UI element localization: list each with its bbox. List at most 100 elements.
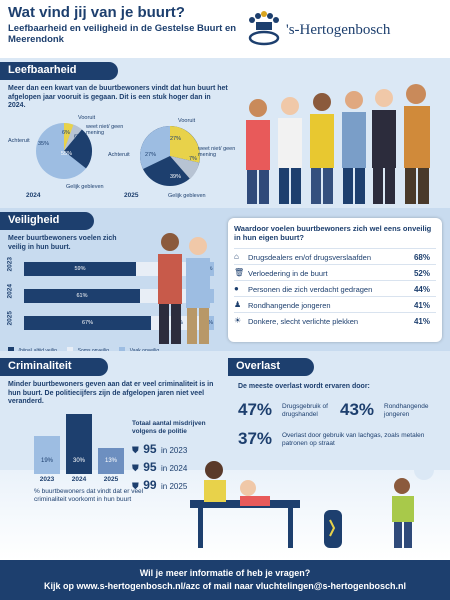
- police-label: in 2023: [161, 446, 188, 455]
- pie-2025-vooruit: [170, 126, 200, 163]
- pie-2025-achteruit: [140, 126, 170, 169]
- veilig-year-2024: 2024: [6, 284, 14, 299]
- crime-year-2023: 2023: [39, 476, 55, 483]
- police-label: in 2025: [161, 482, 188, 491]
- pie-2025-gelijk-label: Gelijk gebleven: [168, 193, 206, 199]
- police-title: Totaal aantal misdrijven volgens de poli…: [132, 420, 206, 435]
- veilig-2025-a: 67%: [24, 316, 151, 330]
- pie-2024-vooruit: [64, 123, 74, 151]
- crime-bar-2024: 30%: [66, 414, 92, 474]
- legend-swatch-a: [8, 347, 14, 352]
- police-row-2025: ⛊ 99 in 2025: [132, 476, 187, 494]
- reason-label: Personen die zich verdacht gedragen: [248, 285, 373, 294]
- overlast-label-2: Rondhangende jongeren: [384, 403, 429, 418]
- overlast-pct-3: 37%: [238, 429, 273, 448]
- pie-2024-vooruit-value: 6%: [62, 130, 70, 136]
- footer-line-2[interactable]: Kijk op www.s-hertogenbosch.nl/azc of ma…: [44, 581, 406, 591]
- veilig-year-2023: 2023: [6, 257, 14, 272]
- header: Wat vind jij van je buurt? Leefbaarheid …: [0, 0, 450, 58]
- crime-pct-2023: 19%: [40, 458, 53, 464]
- police-num: 95: [143, 460, 157, 474]
- pie-2025-vooruit-value: 27%: [170, 136, 182, 142]
- veiligheid-intro: Meer buurtbewoners voelen zich veilig in…: [8, 235, 117, 251]
- pie-2024-gelijk-label: Gelijk gebleven: [66, 184, 104, 190]
- veilig-year-2025: 2025: [6, 311, 14, 326]
- legend-swatch-b: [67, 347, 74, 352]
- city-crest-icon: [248, 11, 280, 46]
- crime-bar-2025: 13%: [98, 448, 124, 474]
- reason-label: Rondhangende jongeren: [248, 301, 331, 310]
- page-subtitle: Leefbaarheid en veiligheid in de Gestels…: [8, 23, 237, 45]
- group-icon: ♟: [234, 300, 242, 309]
- pie-2024-weet-niet-label: weet niet/ geen mening: [86, 124, 124, 136]
- pie-2024-weet-niet-value: 6%: [74, 134, 82, 140]
- reason-row: ⌂ Drugsdealers en/of drugsverslaafden 68…: [234, 248, 436, 264]
- pie-2025-achteruit-value: 27%: [145, 152, 157, 158]
- reason-pct: 41%: [413, 317, 430, 326]
- reason-label: Verloedering in de buurt: [248, 269, 328, 278]
- police-num: 99: [143, 478, 157, 492]
- house-icon: ⌂: [234, 252, 239, 261]
- person-icon: ●: [234, 284, 239, 293]
- reason-pct: 41%: [413, 301, 430, 310]
- leefbaarheid-intro: Meer dan een kwart van de buurtbewoners …: [8, 85, 228, 111]
- logo-text: 's-Hertogenbosch: [286, 22, 391, 38]
- veiligheid-heading: Veiligheid: [0, 212, 94, 230]
- pie-2024-vooruit-label: Vooruit: [78, 115, 96, 121]
- reason-row: 🗑 Verloedering in de buurt 52%: [234, 264, 436, 280]
- reason-pct: 44%: [413, 285, 430, 294]
- criminaliteit-intro: Minder buurtbewoners geven aan dat er ve…: [8, 381, 214, 405]
- criminaliteit-heading: Criminaliteit: [0, 358, 108, 376]
- crime-pct-2025: 13%: [104, 458, 117, 464]
- leefbaarheid-intro-1: Meer dan een kwart van de buurtbewoners …: [8, 85, 228, 101]
- reason-row: ☀ Donkere, slecht verlichte plekken 41%: [234, 312, 436, 328]
- reason-row: ● Personen die zich verdacht gedragen 44…: [234, 280, 436, 296]
- veilig-2024-a: 61%: [24, 289, 140, 303]
- reason-row: ♟ Rondhangende jongeren 41%: [234, 296, 436, 312]
- overlast-heading: Overlast: [228, 358, 314, 376]
- pie-2025-weet-niet-label: weet niet/ geen mening: [198, 146, 236, 158]
- overlast-label-1: Drugsgebruik of drugshandel: [282, 403, 328, 418]
- reasons-card: Waardoor voelen buurtbewoners zich wel e…: [228, 218, 442, 342]
- reason-pct: 52%: [413, 269, 430, 278]
- leefbaarheid-heading: Leefbaarheid: [0, 62, 118, 80]
- couple-illustration: [158, 233, 210, 344]
- overlast-pct-1: 47%: [238, 400, 273, 419]
- police-shield-icon: ⛊: [132, 445, 139, 455]
- reasons-question: Waardoor voelen buurtbewoners zich wel e…: [234, 224, 432, 242]
- footer: Wil je meer informatie of heb je vragen?…: [0, 560, 450, 600]
- crime-year-2024: 2024: [71, 476, 87, 483]
- pie-chart-2025: [140, 126, 200, 186]
- residents-illustration: [246, 84, 430, 204]
- pie-2025-gelijk-value: 39%: [170, 174, 182, 180]
- police-shield-icon: ⛊: [132, 481, 139, 491]
- crime-caption: % buurtbewoners dat vindt dat er veel cr…: [34, 488, 144, 503]
- reason-pct: 68%: [413, 253, 430, 262]
- reasons-list: ⌂ Drugsdealers en/of drugsverslaafden 68…: [234, 248, 436, 328]
- lamp-icon: ☀: [234, 316, 242, 325]
- pie-2024-year: 2024: [26, 192, 41, 199]
- pie-2024-achteruit-value: 35%: [38, 141, 50, 147]
- pie-2025-vooruit-label: Vooruit: [178, 118, 196, 124]
- crime-bar-2023: 19%: [34, 436, 60, 474]
- pie-2024-gelijk-dark: [64, 129, 93, 169]
- crime-pct-2024: 30%: [72, 458, 85, 464]
- police-num: 95: [143, 442, 157, 456]
- leefbaarheid-intro-2: Dit is een stuk hoger dan in 2024.: [8, 93, 211, 110]
- pie-2025-weet-niet: [170, 156, 200, 179]
- pie-2025-year: 2025: [124, 192, 139, 199]
- pie-2024-gelijk-value: 55%: [61, 151, 73, 157]
- footer-line-1: Wil je meer informatie of heb je vragen?: [139, 568, 311, 578]
- trash-icon: 🗑: [234, 268, 245, 277]
- overlast-intro: De meeste overlast wordt ervaren door:: [238, 383, 370, 390]
- pie-2025-weet-niet-value: 7%: [189, 156, 197, 162]
- reason-label: Donkere, slecht verlichte plekken: [248, 317, 359, 326]
- police-row-2024: ⛊ 95 in 2024: [132, 458, 187, 476]
- reason-label: Drugsdealers en/of drugsverslaafden: [248, 253, 371, 262]
- crime-bar-chart: 19% 30% 13%: [34, 414, 124, 474]
- crime-year-2025: 2025: [103, 476, 119, 483]
- pie-2024-weet-niet: [64, 124, 82, 151]
- overlast-pct-2: 43%: [340, 400, 375, 419]
- park-illustration: [190, 460, 434, 548]
- pie-2025-achteruit-label: Achteruit: [108, 152, 130, 158]
